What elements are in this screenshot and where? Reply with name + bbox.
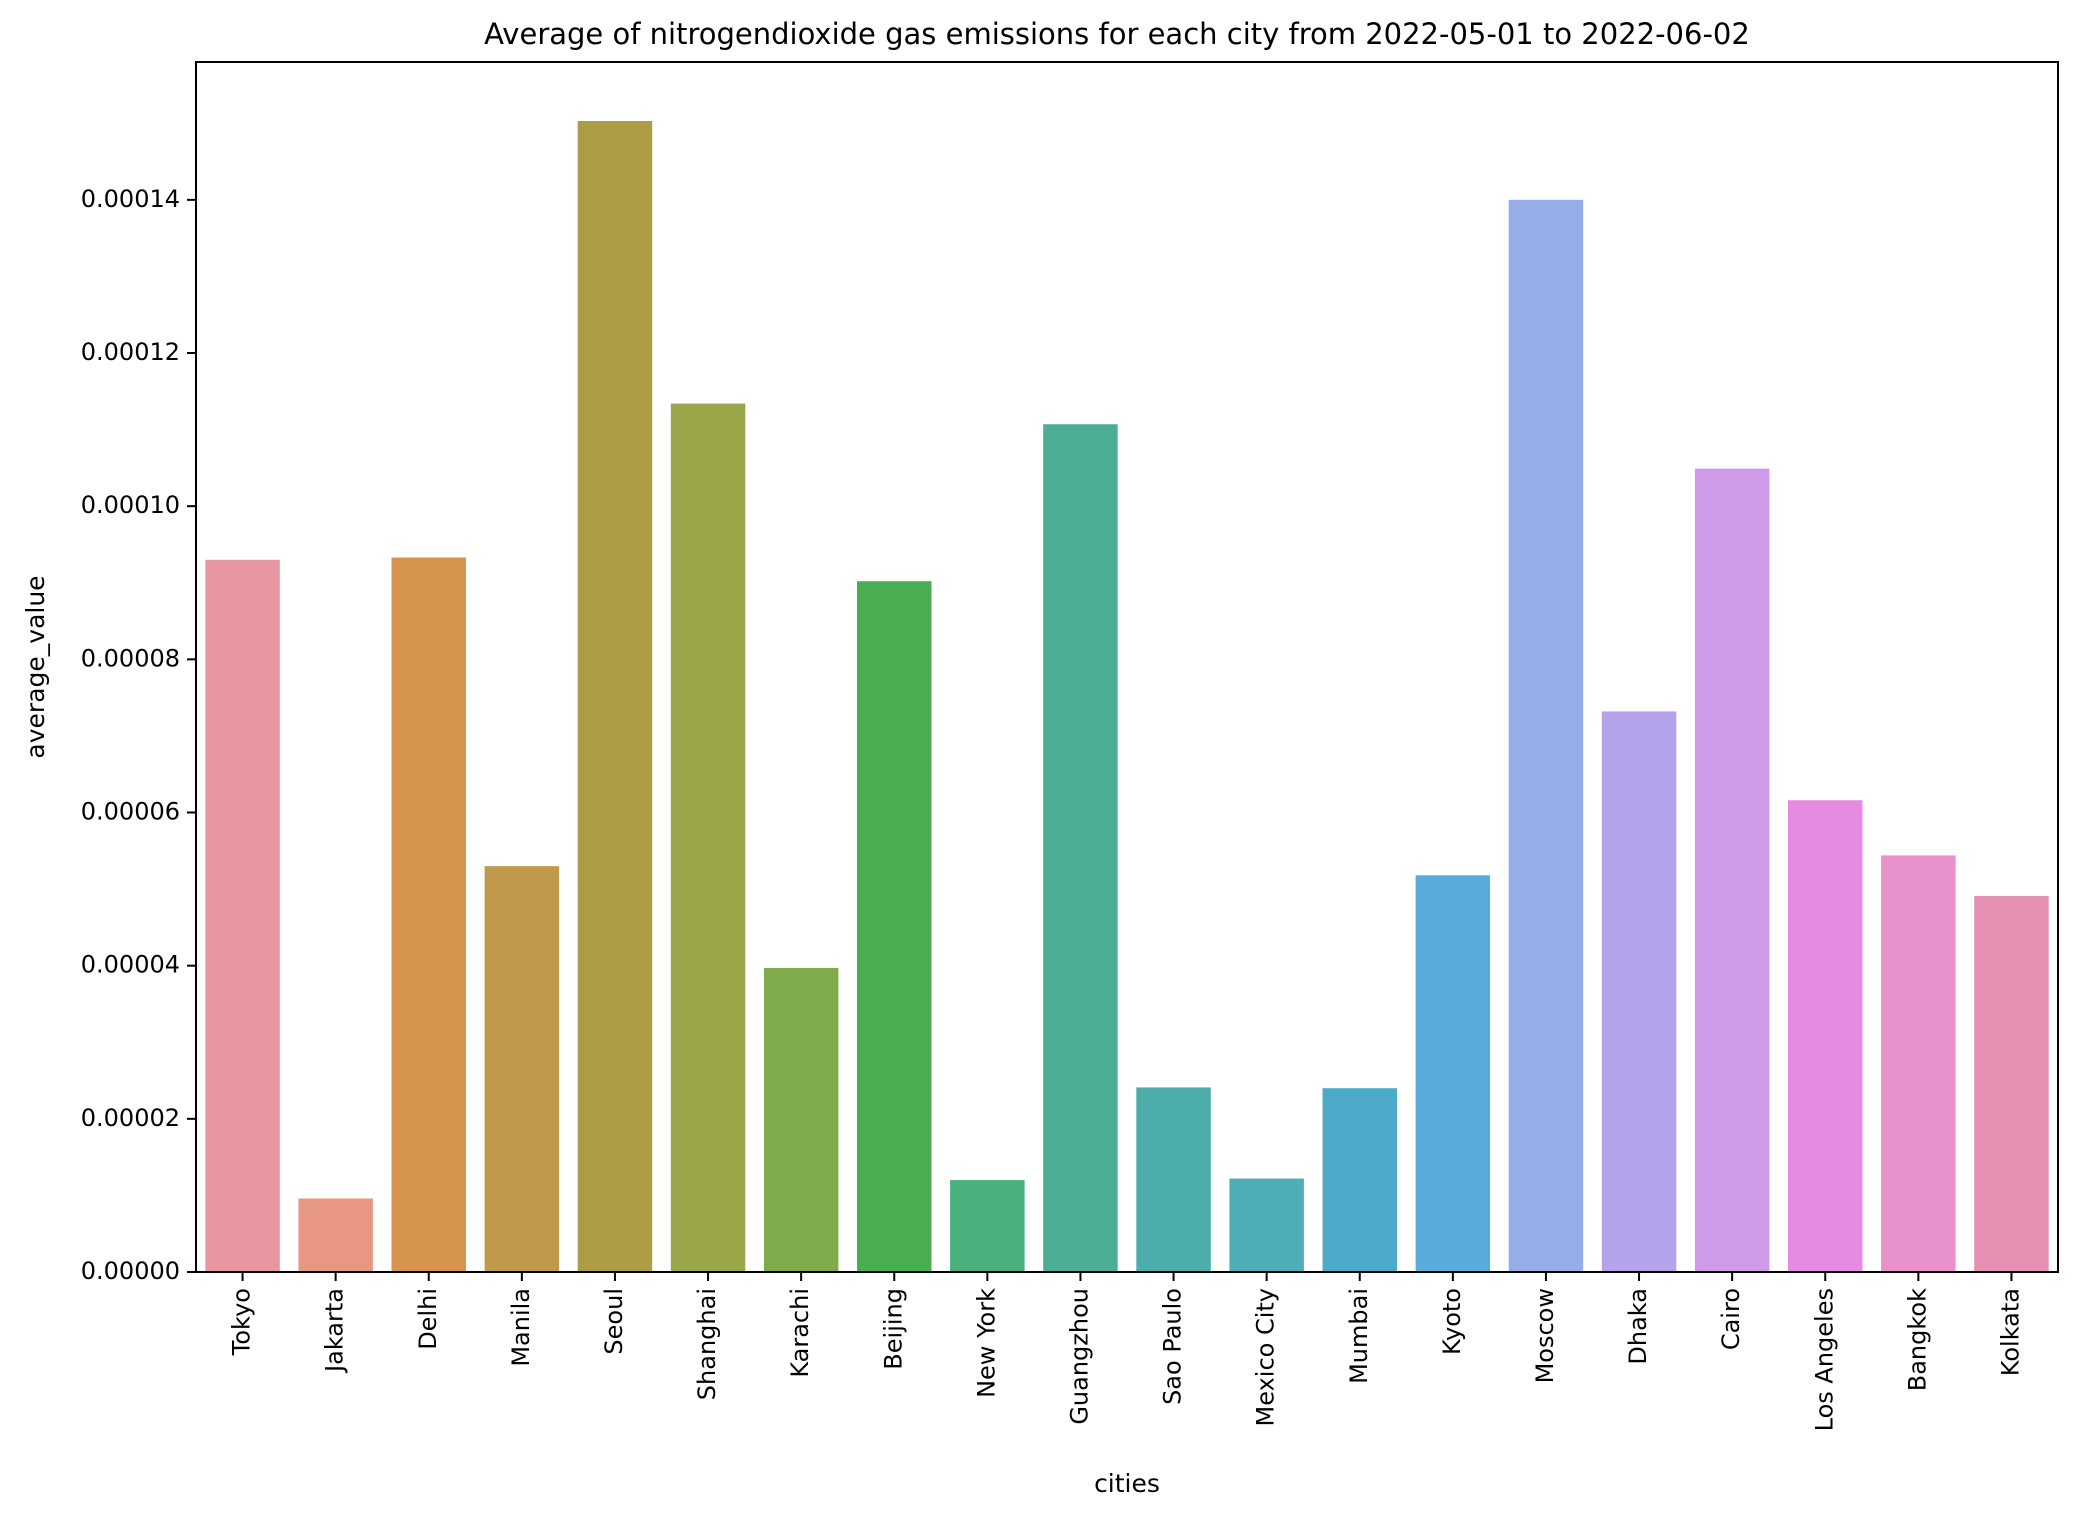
x-tick-label: Tokyo bbox=[228, 1288, 256, 1356]
x-tick-label: Jakarta bbox=[321, 1288, 349, 1374]
bar-new-york bbox=[950, 1180, 1025, 1272]
x-axis: Tokyo Jakarta Delhi Manila Seoul Shanghai Kara… bbox=[228, 1272, 2024, 1431]
x-tick-label: Karachi bbox=[786, 1288, 814, 1378]
x-tick-label: Seoul bbox=[600, 1288, 628, 1355]
y-tick-label: 0.00012 bbox=[81, 338, 180, 366]
bar-tokyo bbox=[205, 559, 280, 1272]
x-tick-label: Sao Paulo bbox=[1159, 1288, 1187, 1405]
x-tick-label: Mexico City bbox=[1252, 1288, 1280, 1426]
bar-shanghai bbox=[670, 403, 746, 1272]
bar-sao-paulo bbox=[1136, 1087, 1211, 1272]
x-tick-label: Los Angeles bbox=[1810, 1288, 1838, 1431]
bar-manila bbox=[484, 866, 560, 1272]
x-tick-label: New York bbox=[972, 1288, 1000, 1398]
bar-delhi bbox=[391, 557, 466, 1272]
bar-guangzhou bbox=[1043, 424, 1118, 1272]
x-tick-label: Shanghai bbox=[693, 1288, 721, 1400]
bar-jakarta bbox=[298, 1198, 373, 1272]
bar-karachi bbox=[763, 967, 839, 1272]
x-tick-label: Cairo bbox=[1717, 1288, 1745, 1350]
x-tick-label: Delhi bbox=[414, 1288, 442, 1350]
x-axis-label: cities bbox=[1094, 1469, 1160, 1498]
x-tick-label: Manila bbox=[507, 1288, 535, 1367]
bar-cairo bbox=[1694, 468, 1770, 1273]
x-tick-label: Beijing bbox=[879, 1288, 907, 1370]
bars-group bbox=[205, 120, 2049, 1273]
bar-mumbai bbox=[1322, 1088, 1397, 1272]
x-tick-label: Bangkok bbox=[1903, 1288, 1931, 1391]
x-tick-label: Moscow bbox=[1531, 1288, 1559, 1383]
bar-bangkok bbox=[1881, 855, 1956, 1272]
y-axis-label: average_value bbox=[21, 575, 50, 758]
chart-title: Average of nitrogendioxide gas emissions… bbox=[484, 17, 1750, 51]
y-tick-label: 0.00004 bbox=[81, 951, 180, 979]
bar-seoul bbox=[577, 120, 653, 1272]
x-tick-label: Dhaka bbox=[1624, 1288, 1652, 1365]
x-tick-label: Kyoto bbox=[1438, 1288, 1466, 1355]
y-tick-label: 0.00006 bbox=[81, 798, 180, 826]
y-tick-label: 0.00000 bbox=[81, 1257, 180, 1285]
bar-mexico-city bbox=[1229, 1178, 1304, 1272]
y-tick-label: 0.00014 bbox=[81, 185, 180, 213]
bar-kolkata bbox=[1974, 895, 2049, 1272]
y-axis: 0.00000 0.00002 0.00004 0.00006 0.00008 0.000… bbox=[81, 185, 196, 1285]
x-tick-label: Guangzhou bbox=[1065, 1288, 1093, 1425]
bar-moscow bbox=[1508, 199, 1584, 1272]
plot-frame bbox=[195, 61, 2059, 1273]
x-tick-label: Kolkata bbox=[1996, 1288, 2024, 1376]
bar-beijing bbox=[857, 581, 932, 1272]
y-tick-label: 0.00010 bbox=[81, 491, 180, 519]
y-tick-label: 0.00002 bbox=[81, 1104, 180, 1132]
bar-los-angeles bbox=[1788, 800, 1863, 1272]
bar-dhaka bbox=[1601, 711, 1677, 1272]
y-tick-label: 0.00008 bbox=[81, 644, 180, 672]
bar-kyoto bbox=[1415, 875, 1491, 1272]
x-tick-label: Mumbai bbox=[1345, 1288, 1373, 1384]
